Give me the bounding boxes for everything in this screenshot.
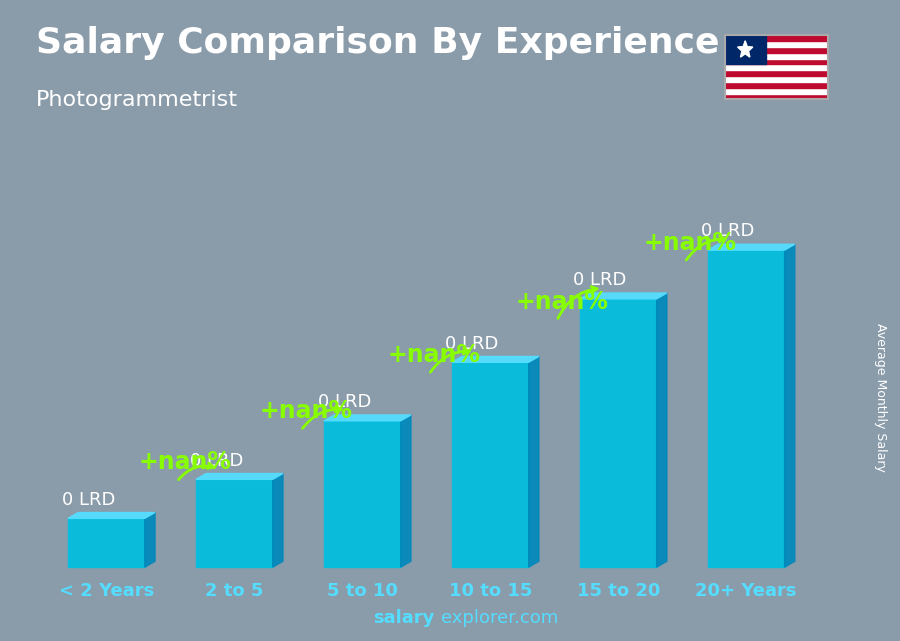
Text: +nan%: +nan% bbox=[139, 451, 231, 474]
Polygon shape bbox=[68, 519, 145, 567]
Bar bbox=[724, 64, 828, 71]
Text: Salary Comparison By Experience: Salary Comparison By Experience bbox=[36, 26, 719, 60]
Bar bbox=[724, 47, 828, 53]
Bar bbox=[724, 53, 828, 58]
Bar bbox=[724, 82, 828, 88]
Polygon shape bbox=[273, 474, 283, 567]
Polygon shape bbox=[324, 415, 411, 421]
Text: +nan%: +nan% bbox=[260, 399, 353, 423]
Polygon shape bbox=[707, 244, 795, 250]
Polygon shape bbox=[580, 299, 657, 567]
Bar bbox=[724, 35, 766, 64]
Polygon shape bbox=[528, 356, 539, 567]
Bar bbox=[724, 94, 828, 99]
Polygon shape bbox=[580, 293, 667, 299]
Text: Average Monthly Salary: Average Monthly Salary bbox=[874, 323, 886, 472]
Bar bbox=[724, 58, 828, 64]
Polygon shape bbox=[738, 41, 752, 57]
Text: 0 LRD: 0 LRD bbox=[446, 335, 499, 353]
Text: salary: salary bbox=[374, 609, 435, 627]
Bar bbox=[724, 35, 828, 41]
Text: 0 LRD: 0 LRD bbox=[61, 490, 115, 508]
Polygon shape bbox=[68, 513, 155, 519]
Polygon shape bbox=[145, 513, 155, 567]
Polygon shape bbox=[452, 362, 528, 567]
Text: +nan%: +nan% bbox=[516, 290, 609, 313]
Text: 0 LRD: 0 LRD bbox=[318, 393, 371, 411]
Bar bbox=[724, 76, 828, 82]
Text: Photogrammetrist: Photogrammetrist bbox=[36, 90, 238, 110]
Bar bbox=[724, 88, 828, 94]
Text: 0 LRD: 0 LRD bbox=[573, 271, 626, 289]
Polygon shape bbox=[657, 293, 667, 567]
Polygon shape bbox=[324, 421, 400, 567]
Text: +nan%: +nan% bbox=[644, 231, 737, 255]
Polygon shape bbox=[707, 250, 785, 567]
Text: +nan%: +nan% bbox=[388, 343, 481, 367]
Polygon shape bbox=[196, 479, 273, 567]
Polygon shape bbox=[452, 356, 539, 362]
Bar bbox=[724, 41, 828, 47]
Text: 0 LRD: 0 LRD bbox=[190, 452, 243, 470]
Polygon shape bbox=[196, 474, 283, 479]
Text: explorer.com: explorer.com bbox=[441, 609, 558, 627]
Polygon shape bbox=[785, 244, 795, 567]
Bar bbox=[724, 71, 828, 76]
Polygon shape bbox=[400, 415, 411, 567]
Text: 0 LRD: 0 LRD bbox=[701, 222, 755, 240]
